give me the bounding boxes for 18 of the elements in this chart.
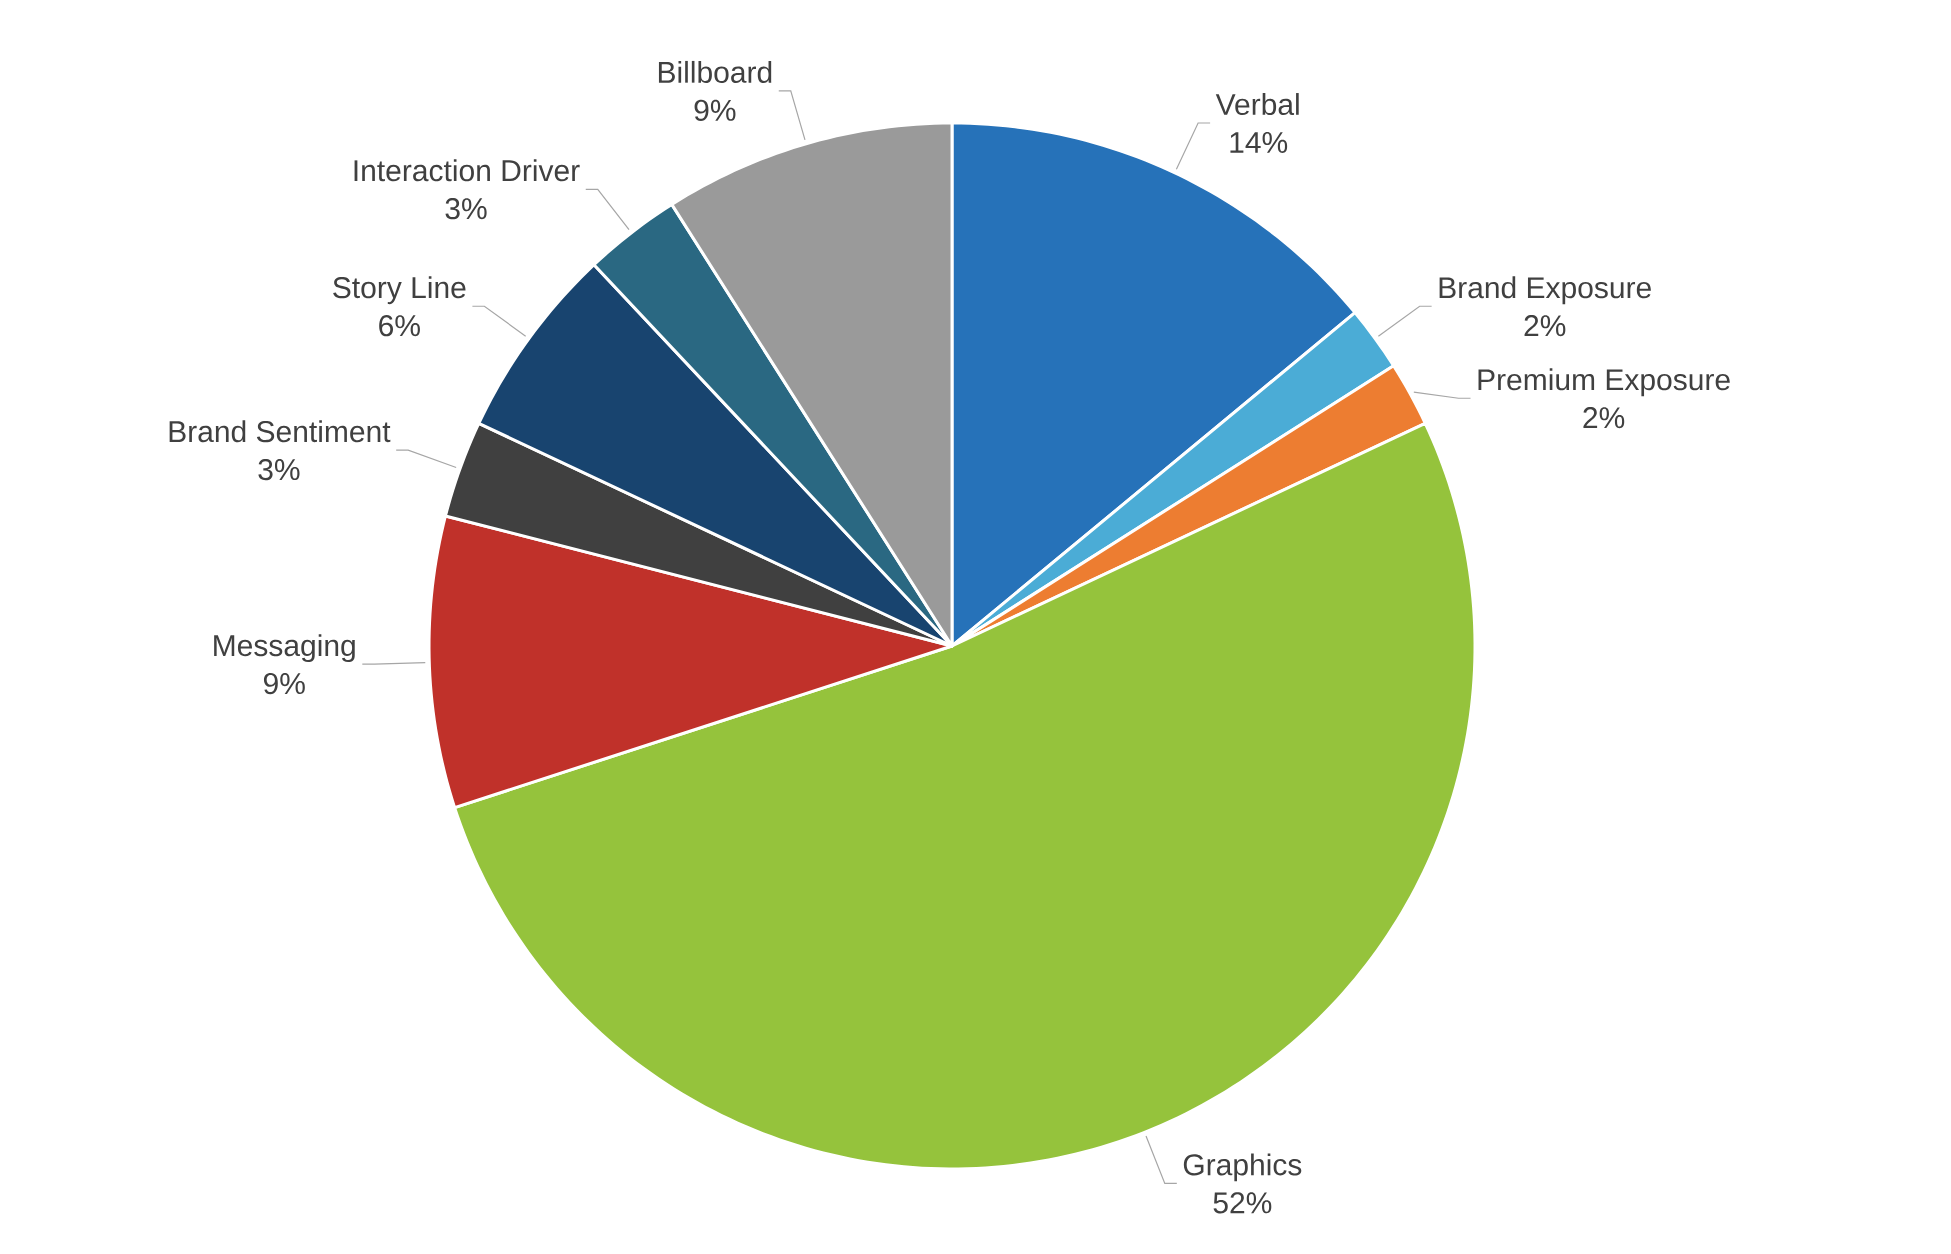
data-label: 52%	[1213, 1192, 1272, 1214]
data-label: 9%	[263, 672, 305, 695]
data-label: 3%	[258, 458, 300, 481]
data-label: 9%	[694, 99, 736, 121]
data-label: 2%	[1583, 407, 1625, 429]
data-label: 2%	[1524, 315, 1566, 337]
slice-label: Graphics	[1183, 1153, 1302, 1182]
slice-label: Verbal	[1215, 93, 1299, 116]
slice-label: Brand Sentiment	[169, 420, 391, 443]
slice-label: Story Line	[333, 276, 466, 305]
data-label: 3%	[445, 198, 487, 220]
slice-label: Messaging	[214, 634, 355, 663]
data-label: 14%	[1230, 131, 1288, 153]
slice-label: Premium Exposure	[1478, 368, 1730, 397]
slice-label: Brand Exposure	[1439, 276, 1651, 305]
slice-label: Billboard	[658, 60, 772, 83]
data-label: 6%	[379, 315, 420, 337]
slice-label: Interaction Driver	[354, 159, 580, 182]
